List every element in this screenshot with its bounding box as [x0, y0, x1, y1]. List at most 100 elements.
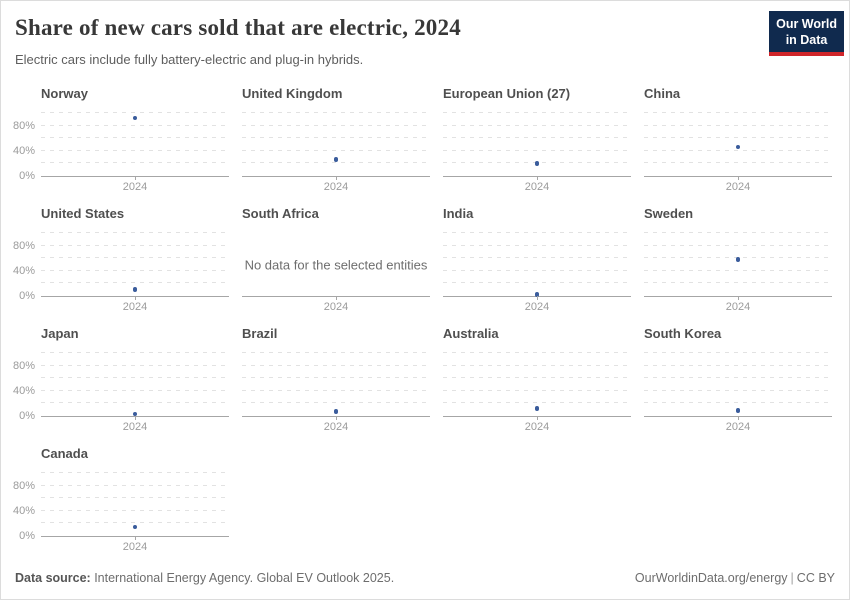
owid-logo[interactable]: Our World in Data: [769, 11, 844, 57]
facet-title: Australia: [443, 326, 499, 341]
gridline-100pct: [242, 112, 430, 113]
data-point-india[interactable]: [534, 292, 540, 297]
data-point-brazil[interactable]: [333, 409, 339, 414]
facet-plot-area: [644, 352, 832, 420]
gridline-60pct: [644, 137, 832, 139]
x-axis-tick: [135, 176, 136, 180]
x-axis-tick-label: 2024: [524, 421, 550, 433]
x-axis-tick-label: 2024: [122, 541, 148, 553]
facet-plot-area: [443, 112, 631, 180]
facet-south-africa: South Africa No data for the selected ent…: [242, 206, 430, 316]
gridline-100pct: [41, 352, 229, 353]
gridline-60pct: [644, 377, 832, 379]
owid-url-link[interactable]: OurWorldinData.org/energy: [634, 571, 788, 585]
gridline-100pct: [41, 112, 229, 113]
gridline-20pct: [644, 402, 832, 404]
gridline-100pct: [443, 232, 631, 233]
gridline-100pct: [644, 112, 832, 113]
gridline-80pct: [443, 364, 631, 366]
facet-norway: Norway 0% 40% 80% 2024: [13, 86, 229, 196]
x-axis-tick: [135, 296, 136, 300]
gridline-60pct: [443, 377, 631, 379]
gridline-60pct: [41, 377, 229, 379]
chart-subtitle: Electric cars include fully battery-elec…: [15, 52, 364, 67]
data-point-japan[interactable]: [132, 411, 138, 417]
y-axis-label-0: 0%: [19, 290, 35, 302]
gridline-20pct: [41, 162, 229, 164]
gridline-80pct: [41, 124, 229, 126]
gridline-40pct: [644, 389, 832, 391]
gridline-100pct: [242, 352, 430, 353]
gridline-20pct: [41, 522, 229, 524]
gridline-40pct: [41, 389, 229, 391]
gridline-20pct: [242, 402, 430, 404]
gridline-80pct: [644, 244, 832, 246]
gridline-80pct: [443, 244, 631, 246]
data-point-australia[interactable]: [534, 406, 540, 411]
facet-title: South Africa: [242, 206, 319, 221]
gridline-80pct: [242, 124, 430, 126]
chart-title: Share of new cars sold that are electric…: [15, 15, 461, 40]
data-point-sweden[interactable]: [735, 257, 741, 262]
data-point-european-union-27[interactable]: [534, 161, 540, 166]
facet-south-korea: South Korea 2024: [644, 326, 832, 436]
gridline-40pct: [443, 269, 631, 271]
facet-japan: Japan 0% 40% 80% 2024: [13, 326, 229, 436]
facet-title: United Kingdom: [242, 86, 343, 101]
gridline-40pct: [41, 509, 229, 511]
facet-title: Brazil: [242, 326, 278, 341]
license-link[interactable]: CC BY: [796, 571, 835, 585]
x-axis-tick-label: 2024: [122, 421, 148, 433]
gridline-20pct: [443, 282, 631, 284]
gridline-20pct: [242, 162, 430, 164]
x-axis-tick-label: 2024: [323, 301, 349, 313]
data-point-china[interactable]: [735, 144, 741, 150]
x-axis-tick: [135, 416, 136, 420]
gridline-60pct: [443, 257, 631, 259]
gridline-80pct: [644, 364, 832, 366]
gridline-60pct: [41, 137, 229, 139]
y-axis-label-40: 40%: [12, 264, 35, 277]
gridline-40pct: [41, 269, 229, 271]
gridline-40pct: [443, 389, 631, 391]
y-axis-label-80: 80%: [12, 359, 35, 372]
facet-sweden: Sweden 2024: [644, 206, 832, 316]
facet-title: India: [443, 206, 474, 221]
gridline-20pct: [41, 282, 229, 284]
x-axis-tick-label: 2024: [524, 301, 550, 313]
chart-footer: Data source: International Energy Agency…: [15, 571, 835, 585]
data-point-south-korea[interactable]: [735, 408, 741, 413]
facet-canada: Canada 0% 40% 80% 2024: [13, 446, 229, 556]
gridline-40pct: [644, 269, 832, 271]
data-point-norway[interactable]: [132, 115, 138, 121]
x-axis-tick: [738, 176, 739, 180]
gridline-80pct: [41, 244, 229, 246]
y-axis-label-40: 40%: [12, 384, 35, 397]
facet-united-states: United States 0% 40% 80% 2024: [13, 206, 229, 316]
x-axis-tick: [135, 536, 136, 540]
x-axis-tick-label: 2024: [725, 181, 751, 193]
x-axis-tick-label: 2024: [323, 181, 349, 193]
facet-plot-area: [644, 112, 832, 180]
facet-title: Norway: [41, 86, 88, 101]
x-axis-tick: [336, 176, 337, 180]
y-axis-label-0: 0%: [19, 530, 35, 542]
x-axis-tick: [537, 416, 538, 420]
x-axis-tick: [336, 296, 337, 300]
data-point-united-kingdom[interactable]: [333, 157, 339, 162]
data-point-united-states[interactable]: [132, 287, 138, 292]
footer-separator: |: [790, 571, 794, 585]
facet-title: Canada: [41, 446, 88, 461]
small-multiples-grid: Norway 0% 40% 80% 2024 United Kingdom 2024 Euro…: [13, 86, 832, 556]
data-point-canada[interactable]: [132, 524, 138, 530]
facet-plot-area: [242, 112, 430, 180]
gridline-100pct: [443, 352, 631, 353]
y-axis-label-80: 80%: [12, 119, 35, 132]
gridline-100pct: [644, 232, 832, 233]
x-axis-tick-label: 2024: [122, 181, 148, 193]
facet-title: United States: [41, 206, 125, 221]
facet-brazil: Brazil 2024: [242, 326, 430, 436]
no-data-message: No data for the selected entities: [244, 257, 428, 272]
data-source-text: International Energy Agency. Global EV O…: [90, 571, 395, 585]
y-axis-label-80: 80%: [12, 239, 35, 252]
